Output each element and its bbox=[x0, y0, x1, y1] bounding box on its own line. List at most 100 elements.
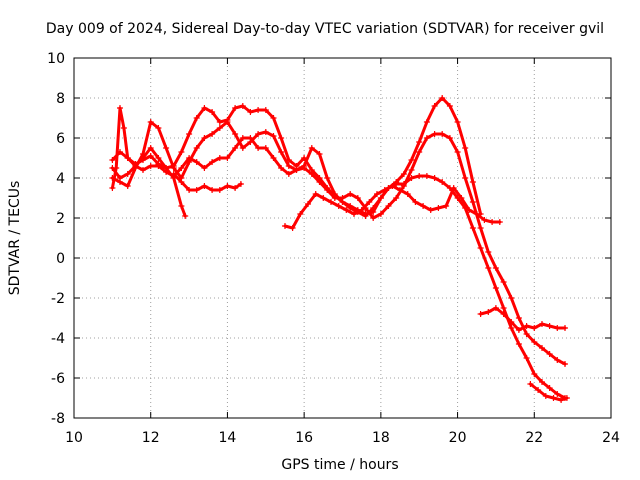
data-point bbox=[351, 211, 357, 217]
data-point bbox=[247, 135, 254, 141]
data-point bbox=[308, 171, 315, 177]
data-point bbox=[542, 393, 549, 399]
data-point bbox=[163, 145, 170, 151]
data-point bbox=[423, 119, 430, 125]
x-tick-label: 10 bbox=[65, 430, 83, 446]
data-point bbox=[377, 211, 384, 217]
data-point bbox=[201, 165, 208, 171]
y-axis-title: SDTVAR / TECUs bbox=[7, 181, 23, 296]
data-point bbox=[140, 167, 146, 173]
data-point bbox=[209, 131, 216, 137]
data-point bbox=[285, 171, 292, 177]
data-point bbox=[454, 119, 461, 125]
data-point bbox=[539, 379, 545, 385]
data-point bbox=[117, 175, 123, 181]
data-point bbox=[446, 135, 453, 141]
y-tick-label: -2 bbox=[51, 291, 65, 307]
data-point bbox=[193, 115, 200, 121]
data-point bbox=[147, 153, 154, 159]
series-trace-a bbox=[109, 95, 484, 217]
data-point bbox=[120, 125, 127, 131]
data-point bbox=[209, 159, 216, 165]
data-point bbox=[531, 325, 538, 331]
series-trace-e bbox=[170, 171, 244, 193]
data-point bbox=[209, 109, 216, 115]
data-point bbox=[400, 181, 407, 187]
data-point bbox=[492, 305, 499, 311]
data-point bbox=[147, 119, 154, 125]
data-point bbox=[408, 175, 415, 181]
data-point bbox=[523, 323, 530, 329]
grid-lines bbox=[74, 58, 611, 418]
data-point bbox=[489, 219, 496, 225]
data-point bbox=[515, 341, 522, 347]
series-trace-d bbox=[109, 145, 189, 219]
data-point bbox=[393, 181, 400, 187]
data-point bbox=[331, 191, 338, 197]
x-tick-label: 22 bbox=[525, 430, 543, 446]
data-point bbox=[546, 385, 553, 391]
data-point bbox=[270, 133, 277, 139]
y-tick-labels: -8 -6 -4 -2 0 2 4 6 8 10 bbox=[47, 51, 65, 427]
data-point bbox=[155, 125, 162, 131]
data-point bbox=[408, 157, 415, 163]
data-point bbox=[485, 265, 492, 271]
data-point bbox=[539, 345, 545, 351]
data-point bbox=[554, 325, 561, 331]
data-point bbox=[320, 195, 327, 201]
y-tick-label: -8 bbox=[51, 411, 65, 427]
data-point bbox=[232, 145, 239, 151]
data-point bbox=[247, 109, 254, 115]
data-point bbox=[397, 187, 403, 193]
data-point bbox=[523, 331, 530, 337]
data-point bbox=[412, 199, 419, 205]
data-point bbox=[539, 321, 545, 327]
axis-ticks bbox=[73, 57, 612, 419]
data-point bbox=[562, 325, 568, 331]
data-point bbox=[485, 309, 492, 315]
data-point bbox=[439, 131, 446, 137]
data-point bbox=[186, 187, 193, 193]
data-point bbox=[381, 187, 388, 193]
data-point bbox=[393, 195, 400, 201]
data-point bbox=[324, 175, 331, 181]
data-point bbox=[182, 213, 189, 219]
data-point bbox=[435, 205, 442, 211]
data-point bbox=[147, 145, 154, 151]
y-tick-label: 2 bbox=[56, 211, 65, 227]
data-point bbox=[431, 175, 438, 181]
data-point bbox=[170, 171, 177, 177]
data-point bbox=[423, 173, 430, 179]
data-point bbox=[178, 149, 185, 155]
data-point bbox=[554, 391, 561, 397]
data-point bbox=[147, 163, 154, 169]
data-point bbox=[239, 135, 246, 141]
data-point bbox=[224, 155, 231, 161]
data-point bbox=[374, 191, 380, 197]
data-point bbox=[305, 201, 311, 207]
data-point bbox=[282, 223, 288, 229]
y-tick-label: 10 bbox=[47, 51, 65, 67]
data-point bbox=[515, 327, 522, 333]
data-point bbox=[224, 119, 231, 125]
data-point bbox=[562, 361, 568, 367]
data-point bbox=[178, 203, 185, 209]
data-point bbox=[500, 305, 507, 311]
data-point bbox=[193, 145, 200, 151]
data-point bbox=[155, 163, 162, 169]
series-trace bbox=[479, 306, 567, 332]
data-point bbox=[515, 315, 522, 321]
y-tick-label: 0 bbox=[56, 251, 65, 267]
data-point bbox=[431, 131, 438, 137]
data-point bbox=[546, 323, 553, 329]
data-point bbox=[370, 215, 377, 221]
y-tick-label: -4 bbox=[51, 331, 65, 347]
data-point bbox=[201, 135, 208, 141]
data-point bbox=[293, 167, 300, 173]
data-point bbox=[408, 167, 415, 173]
data-point bbox=[255, 131, 262, 137]
x-tick-label: 24 bbox=[602, 430, 620, 446]
data-point bbox=[508, 295, 515, 301]
series-trace-g bbox=[477, 305, 568, 333]
